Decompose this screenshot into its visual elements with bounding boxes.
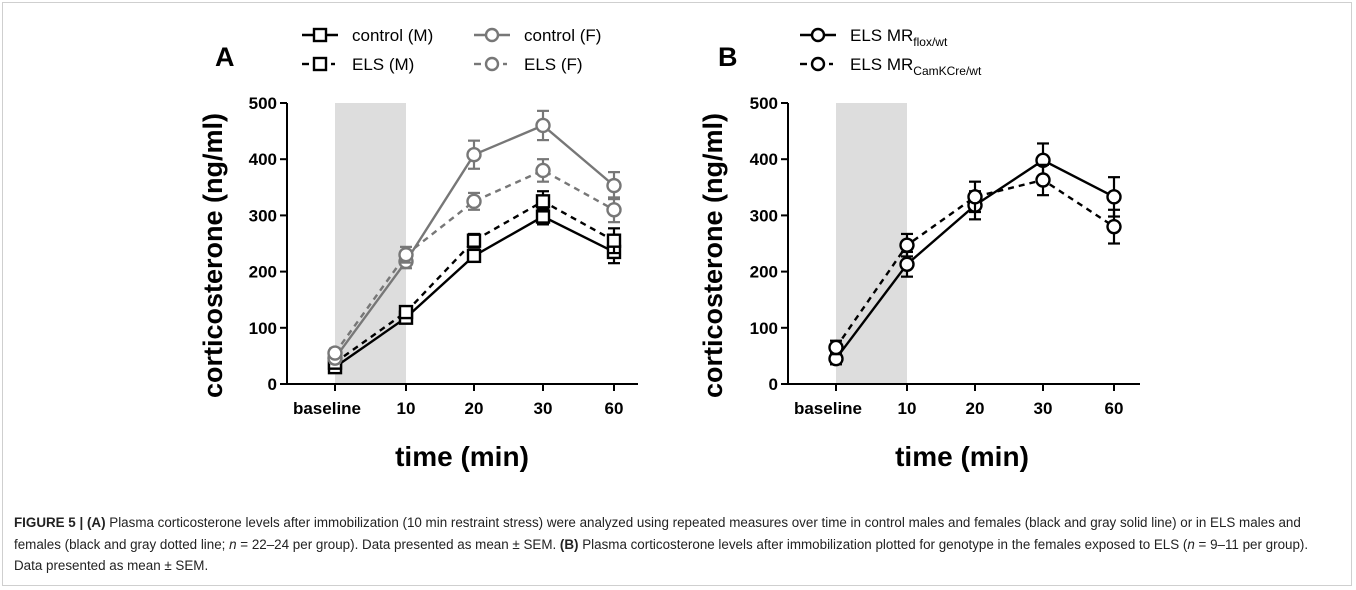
legend-label: ELS MRflox/wt — [850, 26, 948, 49]
legend-label-text: control (M) — [352, 26, 433, 45]
legend-marker-square — [312, 56, 328, 72]
legend-marker-circle — [484, 56, 500, 72]
series-line — [334, 199, 615, 364]
data-point-circle — [1106, 218, 1122, 235]
data-point-circle — [967, 189, 983, 205]
x-tick-label: 20 — [966, 399, 985, 418]
legend-label-subscript: flox/wt — [913, 35, 948, 49]
figure-caption: FIGURE 5 | (A) Plasma corticosterone lev… — [14, 512, 1334, 577]
y-tick-label: 0 — [268, 375, 277, 394]
y-tick-label: 200 — [750, 263, 778, 282]
legend-marker-circle — [810, 27, 826, 43]
legend-label: ELS MRCamKCre/wt — [850, 55, 982, 78]
y-tick-label: 100 — [750, 319, 778, 338]
chart-panel-b: B 0 100 200 300 400 500 baseline 10 20 30 60 cortico… — [698, 26, 1140, 472]
data-point-square — [466, 233, 482, 248]
data-point-square — [535, 194, 551, 209]
y-tick-label: 500 — [750, 94, 778, 113]
legend-entry: ELS (F) — [474, 55, 583, 74]
data-point-circle — [398, 247, 414, 263]
data-point-circle — [606, 177, 622, 194]
caption-segment: n — [229, 536, 237, 552]
data-point-circle — [1106, 189, 1122, 205]
caption-figure-label: FIGURE 5 | — [14, 515, 87, 530]
x-tick-label: 10 — [397, 399, 416, 418]
data-point-circle — [828, 339, 844, 356]
shaded-stress-interval — [836, 103, 907, 384]
caption-segment: (B) — [559, 536, 579, 552]
legend-label: ELS (F) — [524, 55, 583, 74]
caption-segment: n — [1187, 536, 1195, 552]
panel-label: A — [215, 42, 235, 72]
data-point-circle — [466, 193, 482, 210]
legend-entry: control (F) — [474, 26, 601, 45]
y-tick-label: 100 — [249, 319, 277, 338]
shaded-stress-interval — [335, 103, 406, 384]
y-tick-label: 400 — [249, 150, 277, 169]
y-tick-label: 300 — [750, 206, 778, 225]
caption-segment: Plasma corticosterone levels after immob… — [578, 536, 1188, 552]
y-axis-label: corticosterone (ng/ml) — [198, 113, 228, 398]
x-axis-label: time (min) — [395, 441, 529, 472]
legend-label: ELS (M) — [352, 55, 414, 74]
legend-entry: ELS MRCamKCre/wt — [800, 55, 982, 78]
caption-segment: Plasma corticosterone levels after immob… — [14, 515, 1301, 552]
data-point-square — [606, 233, 622, 248]
legend-label-text: control (F) — [524, 26, 601, 45]
caption-text: (A) Plasma corticosterone levels after i… — [14, 515, 1308, 573]
data-point-circle — [899, 237, 915, 253]
x-axis-label: time (min) — [895, 441, 1029, 472]
y-tick-label: 300 — [249, 206, 277, 225]
x-tick-label: 60 — [605, 399, 624, 418]
data-point-circle — [466, 147, 482, 163]
x-tick-label: baseline — [293, 399, 361, 418]
legend-entry: control (M) — [302, 26, 433, 45]
y-tick-label: 500 — [249, 94, 277, 113]
chart-panel-a: A 0 100 200 300 400 500 baseline 10 20 30 60 cortico… — [198, 26, 638, 472]
x-tick-label: 30 — [534, 399, 553, 418]
legend-entry: ELS (M) — [302, 55, 414, 74]
y-tick-label: 0 — [769, 375, 778, 394]
caption-segment: = 9–11 per group). Data presented as mea… — [14, 536, 1309, 574]
data-point-circle — [899, 256, 915, 272]
caption-segment: (A) — [86, 515, 106, 530]
data-point-square — [466, 248, 482, 264]
y-tick-label: 200 — [249, 263, 277, 282]
y-tick-label: 400 — [750, 150, 778, 169]
legend-label-text: ELS MR — [850, 26, 913, 45]
data-point-circle — [606, 202, 622, 218]
legend-label: control (F) — [524, 26, 601, 45]
data-point-circle — [327, 345, 343, 361]
data-point-circle — [1035, 172, 1051, 188]
legend-label-text: ELS MR — [850, 55, 913, 74]
x-tick-label: 30 — [1034, 399, 1053, 418]
x-tick-label: 60 — [1105, 399, 1124, 418]
legend-marker-square — [312, 27, 328, 43]
legend-label-subscript: CamKCre/wt — [913, 64, 982, 78]
data-point-circle — [535, 162, 551, 179]
series-line — [334, 169, 615, 354]
series-3 — [327, 158, 622, 361]
caption-segment: = 22–24 per group). Data presented as me… — [236, 536, 560, 552]
x-tick-label: baseline — [794, 399, 862, 418]
panel-label: B — [718, 42, 738, 72]
legend-label: control (M) — [352, 26, 433, 45]
data-point-circle — [535, 117, 551, 134]
series-1 — [828, 163, 1122, 356]
x-tick-label: 20 — [465, 399, 484, 418]
legend-label-text: ELS (F) — [524, 55, 583, 74]
legend-marker-circle — [810, 56, 826, 72]
legend-entry: ELS MRflox/wt — [800, 26, 948, 49]
legend-label-text: ELS (M) — [352, 55, 414, 74]
y-axis-label: corticosterone (ng/ml) — [698, 113, 728, 398]
legend-marker-circle — [484, 27, 500, 43]
data-point-square — [398, 304, 414, 320]
x-tick-label: 10 — [898, 399, 917, 418]
